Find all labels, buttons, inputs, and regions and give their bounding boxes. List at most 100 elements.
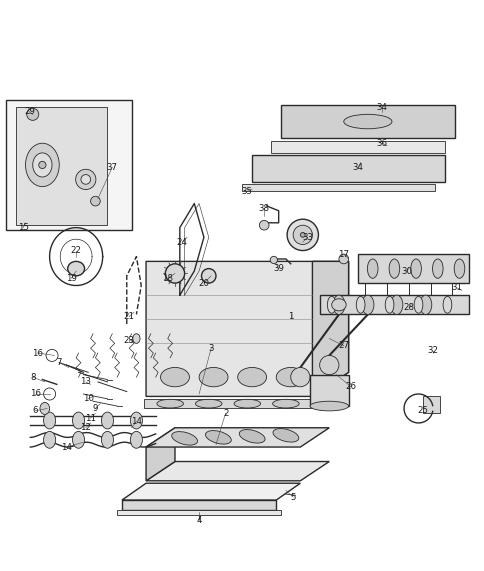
Ellipse shape [331, 299, 346, 311]
Ellipse shape [413, 296, 422, 313]
Text: 32: 32 [426, 346, 438, 355]
Ellipse shape [44, 412, 56, 429]
Ellipse shape [292, 225, 312, 244]
Text: 31: 31 [451, 283, 462, 292]
Text: 37: 37 [106, 163, 118, 172]
Polygon shape [312, 262, 348, 396]
Text: 20: 20 [198, 279, 209, 288]
Ellipse shape [309, 401, 348, 411]
Ellipse shape [290, 368, 309, 387]
Ellipse shape [237, 368, 266, 387]
FancyBboxPatch shape [6, 100, 131, 230]
Text: 14: 14 [61, 443, 72, 452]
Ellipse shape [73, 412, 84, 429]
Ellipse shape [205, 431, 231, 444]
Text: 26: 26 [345, 382, 356, 391]
Ellipse shape [165, 264, 184, 283]
Ellipse shape [199, 368, 227, 387]
Text: 38: 38 [258, 204, 269, 213]
Polygon shape [121, 483, 300, 500]
Ellipse shape [272, 399, 299, 408]
Ellipse shape [157, 399, 183, 408]
Ellipse shape [39, 162, 46, 168]
Ellipse shape [133, 333, 140, 343]
Text: 33: 33 [302, 233, 313, 242]
Text: 7: 7 [57, 358, 62, 367]
Polygon shape [281, 104, 454, 138]
Ellipse shape [287, 219, 318, 251]
Ellipse shape [81, 175, 91, 184]
Ellipse shape [44, 431, 56, 448]
Ellipse shape [384, 296, 393, 313]
Ellipse shape [73, 431, 84, 448]
Ellipse shape [367, 259, 377, 278]
Text: 14: 14 [131, 417, 142, 426]
Polygon shape [146, 461, 329, 481]
Text: 34: 34 [352, 163, 363, 172]
Ellipse shape [91, 196, 100, 206]
Ellipse shape [327, 296, 335, 313]
Ellipse shape [101, 412, 113, 429]
Text: 3: 3 [208, 344, 213, 353]
Text: 16: 16 [30, 389, 41, 399]
Text: 18: 18 [162, 274, 173, 283]
Text: 25: 25 [417, 407, 428, 415]
Polygon shape [117, 510, 281, 514]
Polygon shape [143, 399, 312, 408]
Text: 35: 35 [242, 187, 252, 196]
Text: 23: 23 [123, 336, 135, 345]
Text: 2: 2 [223, 409, 228, 418]
Ellipse shape [300, 232, 304, 238]
Text: 36: 36 [376, 139, 387, 148]
Ellipse shape [388, 259, 399, 278]
Text: 13: 13 [80, 377, 91, 387]
Polygon shape [423, 396, 439, 413]
Ellipse shape [234, 399, 260, 408]
Text: 34: 34 [376, 103, 387, 111]
Polygon shape [319, 295, 468, 315]
Text: 29: 29 [24, 107, 35, 116]
Ellipse shape [160, 368, 189, 387]
Ellipse shape [130, 412, 142, 429]
Ellipse shape [239, 429, 264, 443]
Ellipse shape [26, 143, 59, 187]
Ellipse shape [27, 108, 39, 120]
Text: 39: 39 [272, 264, 284, 273]
Ellipse shape [319, 355, 338, 375]
Ellipse shape [68, 262, 84, 276]
Polygon shape [252, 155, 444, 182]
Text: 15: 15 [17, 223, 29, 232]
Polygon shape [146, 428, 329, 447]
Text: 1: 1 [287, 312, 293, 321]
Polygon shape [16, 107, 107, 225]
Ellipse shape [332, 295, 344, 315]
Ellipse shape [453, 259, 464, 278]
Ellipse shape [130, 431, 142, 448]
Ellipse shape [272, 429, 298, 442]
Text: 19: 19 [66, 274, 76, 283]
Polygon shape [309, 375, 348, 406]
Text: 10: 10 [82, 395, 93, 403]
Polygon shape [242, 184, 435, 191]
Text: 17: 17 [337, 250, 348, 259]
Text: 28: 28 [403, 303, 413, 312]
Text: 30: 30 [400, 267, 411, 276]
Ellipse shape [343, 114, 391, 129]
Polygon shape [271, 141, 444, 153]
Text: 9: 9 [92, 404, 98, 413]
Ellipse shape [195, 399, 222, 408]
Ellipse shape [338, 254, 348, 264]
Ellipse shape [432, 259, 442, 278]
Ellipse shape [171, 432, 197, 445]
Text: 11: 11 [85, 413, 96, 423]
Polygon shape [358, 254, 468, 283]
Ellipse shape [276, 368, 304, 387]
Ellipse shape [259, 220, 269, 230]
Ellipse shape [410, 259, 421, 278]
Text: 16: 16 [32, 348, 43, 357]
Ellipse shape [270, 256, 277, 264]
Ellipse shape [32, 153, 52, 177]
Ellipse shape [390, 295, 402, 315]
Text: 27: 27 [337, 341, 348, 350]
Ellipse shape [201, 268, 215, 283]
